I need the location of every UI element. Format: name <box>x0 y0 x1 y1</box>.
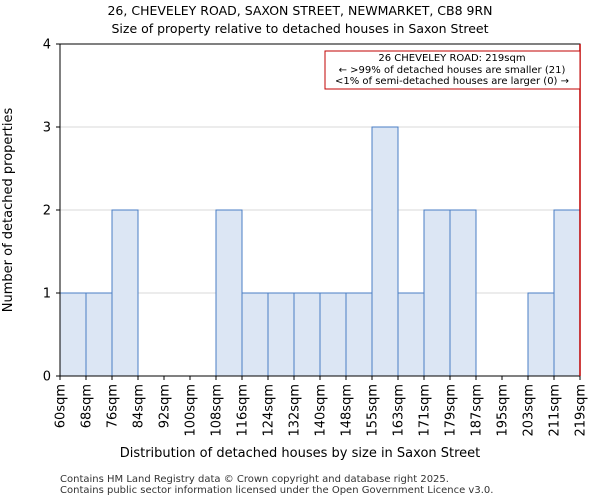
bar-148sqm <box>345 292 373 377</box>
x-tick-label: 108sqm <box>210 384 225 437</box>
y-tick-label: 0 <box>43 370 51 385</box>
y-tick-label: 2 <box>43 204 51 219</box>
x-tick-label: 100sqm <box>184 384 199 437</box>
footer-line2: Contains public sector information licen… <box>60 485 493 496</box>
x-tick-label: 179sqm <box>444 384 459 437</box>
bar-163sqm <box>397 292 425 377</box>
x-tick-label: 132sqm <box>288 384 303 437</box>
bar-124sqm <box>267 292 295 377</box>
x-axis-ticks: 60sqm 68sqm 76sqm 84sqm 92sqm 100sqm 108sqm 116… <box>54 376 589 437</box>
x-tick-label: 211sqm <box>548 384 563 437</box>
bar-179sqm <box>449 209 477 377</box>
x-tick-label: 148sqm <box>340 384 355 437</box>
annotation-line1: 26 CHEVELEY ROAD: 219sqm <box>378 53 525 64</box>
bar-132sqm <box>293 292 321 377</box>
bar-203sqm <box>527 292 555 377</box>
x-axis-label: Distribution of detached houses by size … <box>120 446 481 461</box>
x-tick-label: 195sqm <box>496 384 511 437</box>
x-tick-label: 124sqm <box>262 384 277 437</box>
annotation-line3: <1% of semi-detached houses are larger (… <box>335 76 569 87</box>
bar-140sqm <box>319 292 347 377</box>
bar-155sqm <box>371 126 399 377</box>
x-tick-label: 219sqm <box>574 384 589 437</box>
x-tick-label: 155sqm <box>366 384 381 437</box>
bar-116sqm <box>241 292 269 377</box>
x-tick-label: 116sqm <box>236 384 251 437</box>
bar-68sqm <box>85 292 113 377</box>
chart-title-line1: 26, CHEVELEY ROAD, SAXON STREET, NEWMARK… <box>107 3 492 18</box>
x-tick-label: 171sqm <box>418 384 433 437</box>
bar-171sqm <box>423 209 451 377</box>
x-tick-label: 92sqm <box>158 384 173 428</box>
x-tick-label: 84sqm <box>132 384 147 428</box>
x-tick-label: 60sqm <box>54 384 69 428</box>
x-tick-label: 187sqm <box>470 384 485 437</box>
bar-60sqm <box>59 292 87 377</box>
annotation-frame <box>324 50 581 90</box>
x-tick-label: 140sqm <box>314 384 329 437</box>
annotation-line2: ← >99% of detached houses are smaller (2… <box>339 65 566 76</box>
annotation-box: 26 CHEVELEY ROAD: 219sqm ← >99% of detac… <box>324 50 581 90</box>
chart-title-line2: Size of property relative to detached ho… <box>111 21 488 36</box>
footer-line1: Contains HM Land Registry data © Crown c… <box>60 474 449 485</box>
x-tick-label: 76sqm <box>106 384 121 428</box>
y-tick-label: 4 <box>43 38 51 53</box>
y-tick-label: 1 <box>43 287 51 302</box>
x-tick-label: 163sqm <box>392 384 407 437</box>
bar-76sqm <box>111 209 139 377</box>
y-axis-ticks: 0 1 2 3 4 <box>43 38 60 385</box>
bars <box>59 126 581 377</box>
x-tick-label: 68sqm <box>80 384 95 428</box>
bar-108sqm <box>215 209 243 377</box>
y-tick-label: 3 <box>43 121 51 136</box>
bar-211sqm <box>553 209 581 377</box>
y-axis-label: Number of detached properties <box>1 108 16 313</box>
x-tick-label: 203sqm <box>522 384 537 437</box>
